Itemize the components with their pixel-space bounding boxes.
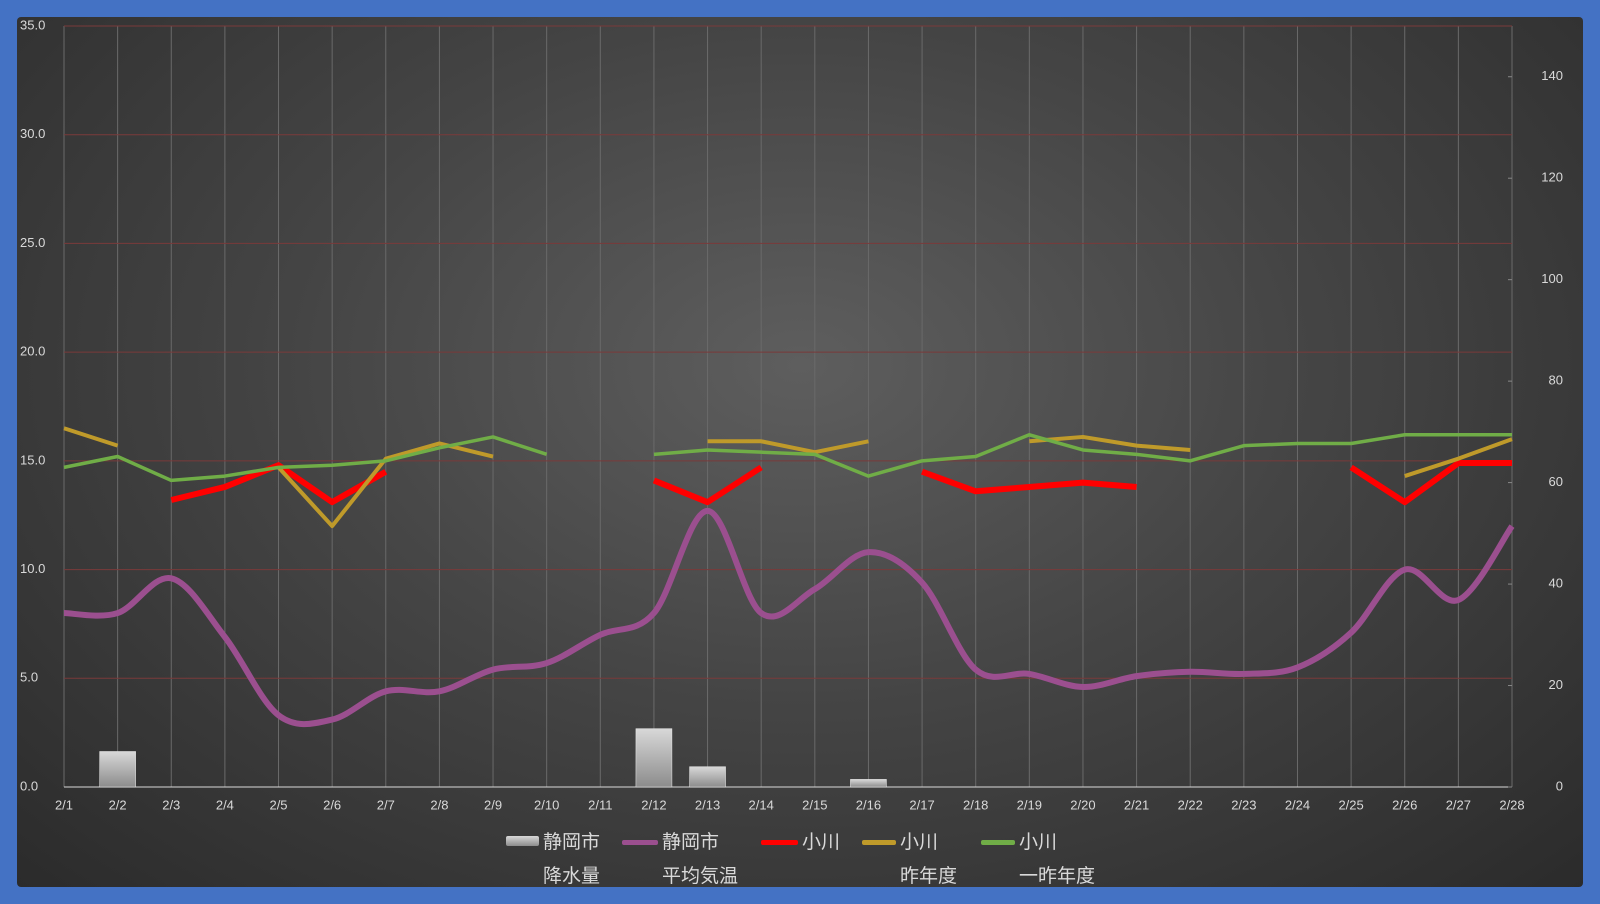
y-tick-label: 30.0 [20, 126, 45, 141]
y-tick-label: 20.0 [20, 344, 45, 359]
bar [689, 766, 726, 788]
legend-swatch [981, 840, 1015, 845]
x-tick-label: 2/24 [1285, 797, 1310, 812]
x-tick-label: 2/22 [1178, 797, 1203, 812]
legend-label: 小川 昨年度 [900, 832, 958, 887]
y2-tick-label: 100 [1541, 271, 1563, 286]
legend-label: 小川 [802, 832, 841, 853]
x-tick-label: 2/21 [1124, 797, 1149, 812]
legend-label: 小川 一昨年度 [1019, 832, 1096, 887]
legend-swatch [622, 840, 658, 845]
x-tick-label: 2/25 [1338, 797, 1363, 812]
x-tick-label: 2/6 [323, 797, 341, 812]
y-tick-label: 10.0 [20, 561, 45, 576]
line-series [170, 460, 1512, 506]
x-tick-label: 2/14 [749, 797, 774, 812]
x-tick-label: 2/9 [484, 797, 502, 812]
bar [99, 751, 136, 788]
legend-label: 静岡市 平均気温 [662, 832, 739, 887]
x-tick-label: 2/17 [909, 797, 934, 812]
y-tick-label: 15.0 [20, 452, 45, 467]
x-tick-label: 2/26 [1392, 797, 1417, 812]
y-tick-label: 5.0 [20, 670, 38, 685]
x-tick-label: 2/10 [534, 797, 559, 812]
line-series [63, 507, 1515, 728]
x-tick-label: 2/16 [856, 797, 881, 812]
y2-tick-label: 40 [1549, 576, 1563, 591]
legend-swatch [506, 836, 539, 846]
y2-tick-label: 120 [1541, 170, 1563, 185]
x-tick-label: 2/3 [162, 797, 180, 812]
legend-label: 静岡市 降水量 [543, 832, 601, 887]
x-tick-label: 2/12 [641, 797, 666, 812]
y2-tick-label: 0 [1556, 778, 1563, 793]
x-tick-label: 2/8 [430, 797, 448, 812]
legend-swatch [862, 840, 896, 845]
y-tick-label: 35.0 [20, 17, 45, 32]
y2-tick-label: 20 [1549, 677, 1563, 692]
x-tick-label: 2/18 [963, 797, 988, 812]
y2-tick-label: 80 [1549, 373, 1563, 388]
y-tick-label: 25.0 [20, 235, 45, 250]
x-tick-label: 2/7 [377, 797, 395, 812]
x-tick-label: 2/28 [1499, 797, 1524, 812]
bar [635, 728, 673, 788]
x-tick-label: 2/13 [695, 797, 720, 812]
bar [850, 779, 887, 788]
x-tick-label: 2/19 [1017, 797, 1042, 812]
x-tick-label: 2/15 [802, 797, 827, 812]
x-tick-label: 2/2 [109, 797, 127, 812]
x-tick-label: 2/4 [216, 797, 234, 812]
x-tick-label: 2/11 [588, 797, 612, 812]
y-tick-label: 0.0 [20, 778, 38, 793]
y2-tick-label: 60 [1549, 474, 1563, 489]
x-tick-label: 2/1 [55, 797, 73, 812]
x-tick-label: 2/5 [269, 797, 287, 812]
x-tick-label: 2/20 [1070, 797, 1095, 812]
x-tick-label: 2/27 [1446, 797, 1471, 812]
x-tick-label: 2/23 [1231, 797, 1256, 812]
legend-swatch [761, 840, 798, 845]
line-series [63, 433, 1512, 483]
line-series [63, 426, 1513, 529]
y2-tick-label: 140 [1541, 68, 1563, 83]
